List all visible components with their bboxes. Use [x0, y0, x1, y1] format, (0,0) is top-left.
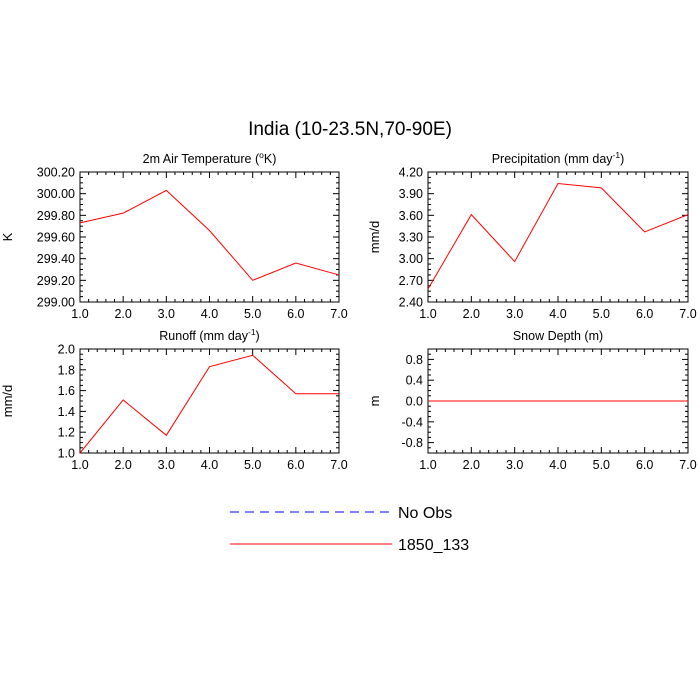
y-tick-label: 3.90 — [399, 187, 423, 201]
x-tick-label: 5.0 — [244, 307, 261, 321]
panels: 2m Air Temperature (oK) K 1.0 2.0 3.0 4.0 5.0 6… — [0, 150, 697, 472]
panel-title: Precipitation (mm day-1) — [492, 150, 625, 166]
x-tick-label: 5.0 — [593, 458, 610, 472]
y-tick-label: 300.20 — [37, 166, 75, 180]
panel-snow-depth: Snow Depth (m) m 1.0 2.0 3.0 4.0 5.0 6.0 7.0 -0.8… — [367, 329, 697, 472]
panel-title: Snow Depth (m) — [513, 329, 603, 343]
x-tick-label: 6.0 — [636, 458, 653, 472]
plot-frame — [79, 348, 340, 454]
plot-frame — [79, 171, 340, 303]
series-line-1850-133 — [79, 354, 339, 454]
figure-title: India (10-23.5N,70-90E) — [248, 119, 452, 140]
y-tick-label: 3.00 — [399, 252, 423, 266]
y-tick-label: 1.0 — [58, 447, 75, 461]
y-tick-label: 3.60 — [399, 209, 423, 223]
y-tick-label: 1.8 — [58, 363, 75, 377]
y-tick-label: 299.60 — [37, 231, 75, 245]
y-tick-label: 300.00 — [37, 187, 75, 201]
y-tick-label: 2.0 — [58, 343, 75, 357]
y-tick-label: -0.8 — [401, 436, 423, 450]
panel-runoff: Runoff (mm day-1) mm/d 1.0 2.0 3.0 4.0 5.0 6.0 7… — [0, 327, 348, 472]
x-tick-label: 3.0 — [506, 307, 523, 321]
x-tick-label: 4.0 — [201, 307, 218, 321]
x-tick-label: 1.0 — [419, 458, 436, 472]
panel-temperature: 2m Air Temperature (oK) K 1.0 2.0 3.0 4.0 5.0 6… — [0, 150, 348, 321]
y-tick-label: 3.30 — [399, 231, 423, 245]
x-tick-label: 7.0 — [330, 458, 347, 472]
y-tick-label: 0.4 — [406, 374, 423, 388]
x-tick-label: 4.0 — [549, 307, 566, 321]
x-tick-label: 2.0 — [463, 458, 480, 472]
y-tick-label: 299.80 — [37, 209, 75, 223]
x-tick-label: 2.0 — [463, 307, 480, 321]
y-tick-label: -0.4 — [401, 415, 423, 429]
x-tick-label: 3.0 — [506, 458, 523, 472]
x-tick-label: 3.0 — [158, 458, 175, 472]
y-tick-label: 299.00 — [37, 296, 75, 310]
x-tick-label: 7.0 — [679, 458, 696, 472]
legend-label-no-obs: No Obs — [398, 505, 452, 522]
legend-label-1850-133: 1850_133 — [398, 537, 469, 554]
y-tick-label: 1.6 — [58, 384, 75, 398]
panel-precipitation: Precipitation (mm day-1) mm/d 1.0 2.0 3.0 4.0… — [367, 150, 697, 321]
plot-frame — [427, 171, 689, 303]
y-tick-label: 299.20 — [37, 274, 75, 288]
y-tick-label: 2.40 — [399, 296, 423, 310]
x-tick-label: 2.0 — [114, 458, 131, 472]
x-tick-label: 6.0 — [287, 458, 304, 472]
y-axis-label: mm/d — [0, 385, 15, 418]
y-tick-label: 299.40 — [37, 252, 75, 266]
y-tick-label: 0.8 — [406, 353, 423, 367]
y-axis-label: mm/d — [367, 221, 382, 254]
x-tick-label: 5.0 — [593, 307, 610, 321]
y-tick-label: 0.0 — [406, 395, 423, 409]
series-line-1850-133 — [427, 183, 689, 290]
y-tick-label: 4.20 — [399, 166, 423, 180]
panel-title: Runoff (mm day-1) — [159, 327, 259, 343]
x-tick-label: 1.0 — [71, 458, 88, 472]
x-tick-label: 2.0 — [114, 307, 131, 321]
x-tick-label: 7.0 — [679, 307, 696, 321]
panel-title: 2m Air Temperature (oK) — [143, 150, 277, 166]
y-axis-label: m — [367, 396, 382, 407]
x-tick-label: 1.0 — [419, 307, 436, 321]
x-tick-label: 4.0 — [549, 458, 566, 472]
y-axis-label: K — [0, 232, 15, 241]
y-tick-label: 1.4 — [58, 405, 75, 419]
x-tick-label: 6.0 — [636, 307, 653, 321]
y-tick-label: 2.70 — [399, 274, 423, 288]
x-tick-label: 6.0 — [287, 307, 304, 321]
x-tick-label: 7.0 — [330, 307, 347, 321]
x-tick-label: 5.0 — [244, 458, 261, 472]
legend: No Obs 1850_133 — [230, 505, 469, 554]
x-tick-label: 4.0 — [201, 458, 218, 472]
series-line-1850-133 — [79, 189, 340, 281]
x-tick-label: 3.0 — [158, 307, 175, 321]
y-tick-label: 1.2 — [58, 426, 75, 440]
x-tick-label: 1.0 — [71, 307, 88, 321]
